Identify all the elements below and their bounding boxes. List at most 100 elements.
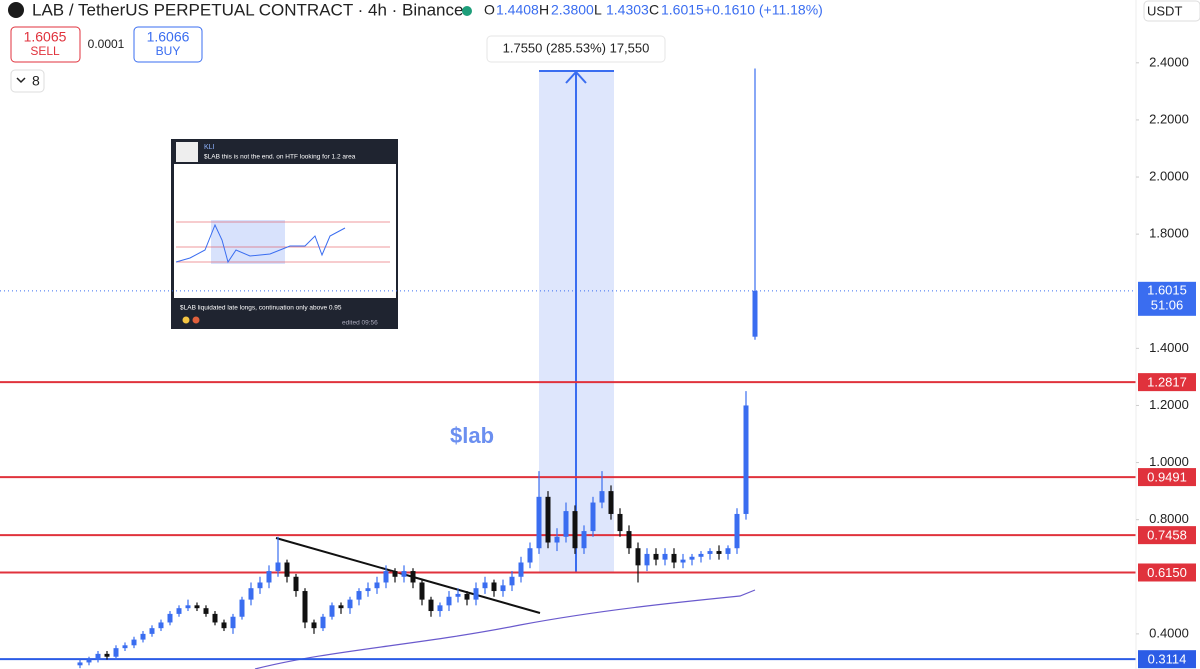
candle-body [347, 599, 353, 609]
indicator-toggle[interactable] [10, 69, 45, 93]
candle-body [374, 582, 380, 589]
candle-body [446, 596, 452, 606]
candle-body [320, 616, 326, 629]
price-axis: 2.4000 2.2000 2.0000 1.8000 1.4000 1.2000 1.00… [1135, 0, 1196, 669]
ohlc-value: 2.3800 [551, 2, 594, 18]
candle-body [734, 513, 740, 549]
candle-body [266, 571, 272, 583]
inset-measure [211, 220, 285, 264]
level-label: 0.3114 [1148, 652, 1187, 667]
candle-body [176, 608, 182, 614]
candle-body [158, 622, 164, 629]
candle-body [671, 553, 677, 563]
candle-body [140, 633, 146, 640]
candle-body [653, 553, 659, 560]
y-tick-label: 0.8000 [1149, 511, 1189, 526]
indicator-count: 8 [32, 73, 40, 89]
candle-body [329, 605, 335, 617]
ohlc-key: C [649, 2, 659, 18]
inset-reaction [182, 316, 190, 324]
candle-body [410, 571, 416, 583]
spread: 0.0001 [88, 37, 125, 51]
candle-body [563, 511, 569, 537]
buy-label: BUY [156, 44, 181, 58]
candle-body [401, 571, 407, 577]
candle-body [437, 605, 443, 612]
candle-body [581, 531, 587, 549]
symbol-logo [8, 2, 24, 18]
candle-body [707, 551, 713, 554]
inset-chart [174, 164, 396, 298]
candle-body [311, 622, 317, 629]
candle-body [104, 653, 110, 657]
ohlc-value: 1.4408 [496, 2, 539, 18]
candle-body [149, 628, 155, 634]
sell-button[interactable] [10, 26, 81, 63]
ohlc-key: H [539, 2, 549, 18]
candle-body [527, 548, 533, 563]
candle-body [257, 582, 263, 589]
candle-body [662, 553, 668, 560]
candle-body [743, 405, 749, 514]
y-tick-label: 2.2000 [1149, 111, 1189, 126]
candle-body [239, 599, 245, 617]
candle-body [545, 496, 551, 543]
candle-body [392, 571, 398, 577]
inset-reply: $LAB liquidated late longs, continuation… [180, 305, 342, 312]
sell-price: 1.6065 [24, 29, 67, 45]
ohlc-header: O 1.4408 H 2.3800 L 1.4303 C 1.6015 [484, 2, 704, 18]
candle-body [365, 588, 371, 592]
buy-price: 1.6066 [147, 29, 190, 45]
level-label: 0.6150 [1147, 565, 1187, 580]
candle-body [680, 559, 686, 563]
y-tick-label: 1.4000 [1149, 340, 1189, 355]
candle-body [716, 551, 722, 554]
candle-body [608, 491, 614, 514]
candle-body [500, 585, 506, 592]
level-tag [1138, 526, 1196, 545]
y-tick-label: 2.4000 [1149, 54, 1189, 69]
y-tick-label: 1.8000 [1149, 226, 1189, 241]
candle-body [626, 531, 632, 549]
chevron [16, 77, 26, 84]
ohlc-key: O [484, 2, 495, 18]
moving-average [254, 589, 756, 669]
candle-body [122, 645, 128, 649]
level-label: 0.7458 [1147, 528, 1187, 543]
candle-body [590, 502, 596, 532]
candle-body [752, 290, 758, 337]
candle-body [203, 608, 209, 614]
measure-label: 1.7550 (285.53%) 17,550 [503, 40, 650, 55]
candle-body [491, 582, 497, 592]
candle-body [95, 653, 101, 660]
candle-body [131, 639, 137, 646]
ohlc-value: 1.4303 [606, 2, 649, 18]
y-tick-label: 1.2000 [1149, 397, 1189, 412]
candle-body [230, 616, 236, 629]
inset-message: $LAB this is not the end. on HTF looking… [204, 154, 356, 161]
annotation: $lab [450, 423, 494, 448]
change: +0.1610 (+11.18%) [704, 2, 823, 18]
candle-body [509, 576, 515, 586]
candle-body [554, 536, 560, 543]
candle-body [473, 588, 479, 600]
symbol-title: LAB / TetherUS PERPETUAL CONTRACT · 4h ·… [32, 0, 463, 19]
last-price-tag [1138, 281, 1196, 316]
level-label: 0.9491 [1147, 470, 1187, 485]
candle-body [635, 548, 641, 566]
candle-body [248, 588, 254, 600]
currency-select[interactable] [1143, 0, 1200, 22]
inset-line [175, 223, 346, 264]
candle-body [356, 591, 362, 600]
candle-body [212, 613, 218, 623]
level-tag [1138, 373, 1196, 392]
candle-body [572, 511, 578, 549]
inset-author: KLI [204, 144, 215, 151]
candle-body [428, 599, 434, 612]
inset-image: KLI $LAB this is not the end. on HTF loo… [171, 139, 398, 329]
candle-body [383, 571, 389, 583]
buy-button[interactable] [133, 26, 203, 63]
currency: USDT [1147, 3, 1182, 18]
